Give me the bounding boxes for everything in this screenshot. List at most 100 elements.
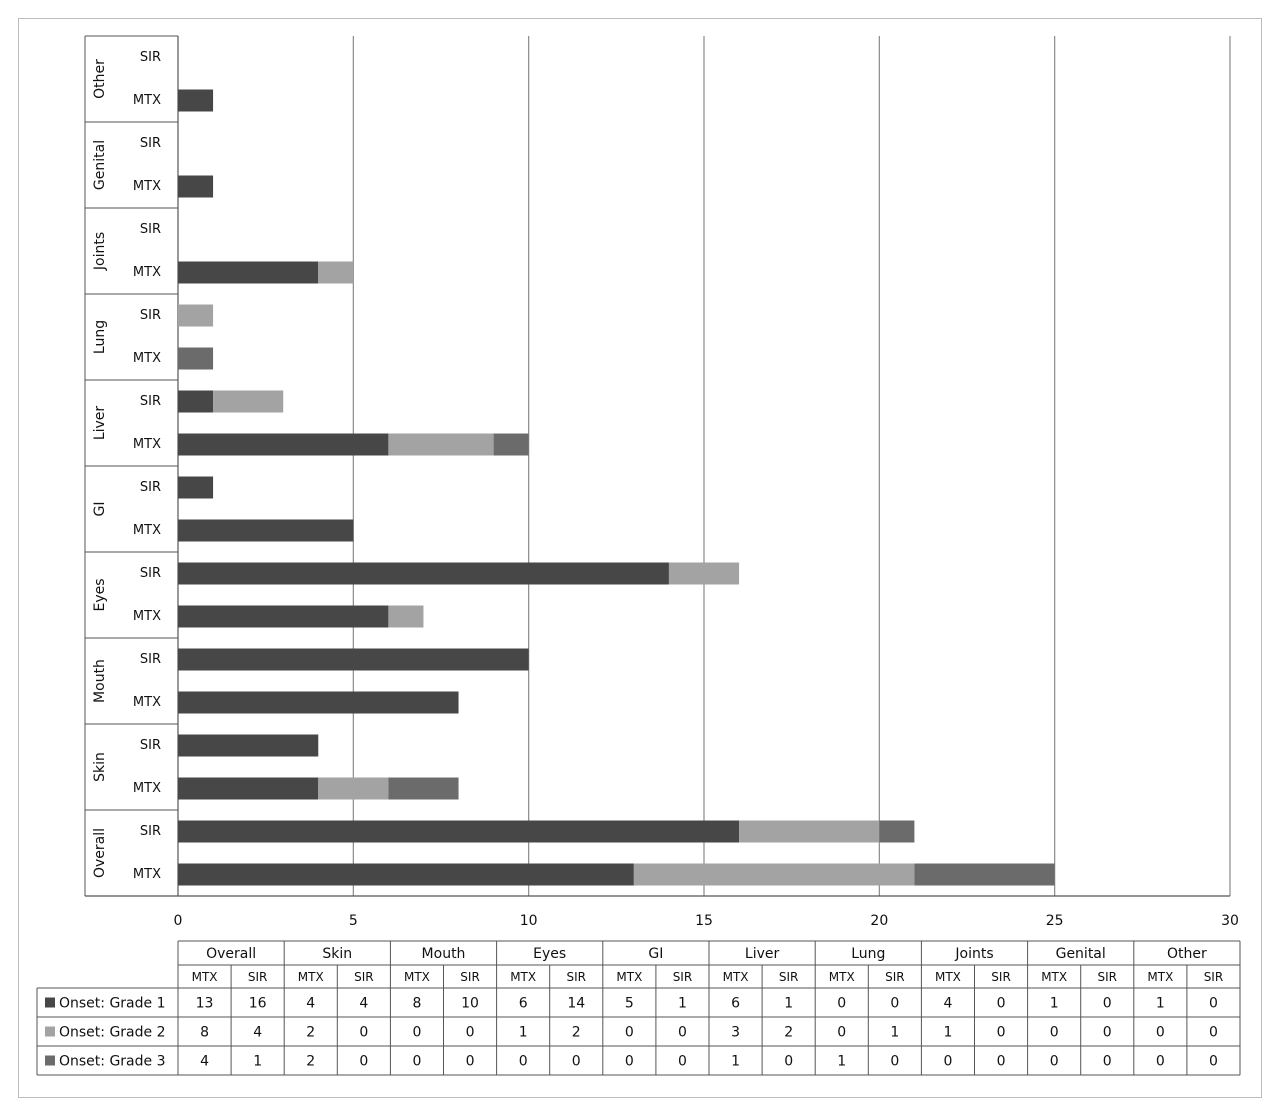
x-tick-label: 0 [174, 913, 183, 929]
bar-segment [178, 476, 214, 499]
group-label: Liver [92, 406, 108, 441]
table-cell-value: 4 [359, 996, 368, 1012]
table-subcategory-header: SIR [1098, 970, 1118, 984]
table-cell-value: 8 [412, 996, 421, 1012]
table-cell-value: 0 [519, 1054, 528, 1070]
bar-segment [178, 390, 214, 413]
bar-segment [178, 605, 389, 628]
table-cell-value: 0 [412, 1025, 421, 1041]
table-subcategory-header: SIR [567, 970, 587, 984]
table-cell-value: 0 [466, 1054, 475, 1070]
x-tick-label: 10 [520, 913, 538, 929]
subcategory-label: SIR [140, 652, 161, 667]
legend-label: Onset: Grade 3 [59, 1054, 166, 1070]
table-cell-value: 14 [567, 996, 585, 1012]
subcategory-label: SIR [140, 480, 161, 495]
bar-segment [879, 820, 915, 843]
table-cell-value: 0 [1103, 996, 1112, 1012]
table-cell-value: 0 [784, 1054, 793, 1070]
bar-segment [178, 89, 214, 112]
table-subcategory-header: SIR [354, 970, 374, 984]
bar-segment [178, 734, 319, 757]
table-cell-value: 0 [625, 1025, 634, 1041]
bar-segment [633, 863, 915, 886]
bar-segment [178, 175, 214, 198]
bar-segment [388, 777, 459, 800]
table-subcategory-header: MTX [935, 970, 961, 984]
subcategory-label: MTX [133, 523, 161, 538]
table-cell-value: 0 [890, 1054, 899, 1070]
bar-segment [668, 562, 740, 585]
table-subcategory-header: SIR [779, 970, 799, 984]
table-cell-value: 0 [1050, 1054, 1059, 1070]
bar-segment [178, 820, 740, 843]
table-cell-value: 1 [1156, 996, 1165, 1012]
x-tick-label: 5 [349, 913, 358, 929]
table-cell-value: 4 [943, 996, 952, 1012]
table-group-header: Skin [322, 946, 352, 962]
group-label: Skin [92, 752, 108, 782]
table-group-header: Overall [206, 946, 256, 962]
subcategory-label: SIR [140, 50, 161, 65]
table-cell-value: 1 [943, 1025, 952, 1041]
bar-segment [388, 433, 494, 456]
table-cell-value: 1 [1050, 996, 1059, 1012]
group-label: Joints [92, 232, 108, 271]
table-subcategory-header: MTX [404, 970, 430, 984]
bar-segment [178, 261, 319, 284]
table-cell-value: 1 [731, 1054, 740, 1070]
subcategory-label: SIR [140, 308, 161, 323]
table-cell-value: 4 [253, 1025, 262, 1041]
table-subcategory-header: SIR [460, 970, 480, 984]
table-subcategory-header: MTX [616, 970, 642, 984]
subcategory-label: SIR [140, 394, 161, 409]
table-cell-value: 8 [200, 1025, 209, 1041]
table-cell-value: 2 [572, 1025, 581, 1041]
table-cell-value: 0 [359, 1054, 368, 1070]
table-cell-value: 0 [997, 1025, 1006, 1041]
table-cell-value: 0 [1156, 1025, 1165, 1041]
table-cell-value: 2 [306, 1054, 315, 1070]
table-cell-value: 0 [837, 1025, 846, 1041]
bar-segment [178, 777, 319, 800]
bar-segment [178, 347, 214, 370]
table-cell-value: 0 [678, 1025, 687, 1041]
bar-segment [318, 261, 354, 284]
table-subcategory-header: MTX [1041, 970, 1067, 984]
group-label: Other [92, 59, 108, 99]
bar-segment [213, 390, 284, 413]
table-group-header: Genital [1056, 946, 1106, 962]
subcategory-label: MTX [133, 437, 161, 452]
table-group-header: Lung [851, 946, 885, 962]
subcategory-label: MTX [133, 609, 161, 624]
bar-segment [178, 562, 669, 585]
legend-key [45, 1026, 55, 1037]
legend-key [45, 1055, 55, 1066]
bar-segment [178, 648, 529, 671]
table-group-header: Eyes [533, 946, 566, 962]
bar-segment [739, 820, 880, 843]
group-label: Overall [92, 828, 108, 878]
table-subcategory-header: MTX [192, 970, 218, 984]
legend-label: Onset: Grade 1 [59, 996, 166, 1012]
table-cell-value: 1 [253, 1054, 262, 1070]
table-cell-value: 1 [678, 996, 687, 1012]
table-cell-value: 10 [461, 996, 479, 1012]
x-tick-label: 30 [1221, 913, 1239, 929]
subcategory-label: SIR [140, 136, 161, 151]
table-cell-value: 16 [249, 996, 267, 1012]
subcategory-label: MTX [133, 265, 161, 280]
bar-segment [493, 433, 529, 456]
subcategory-label: MTX [133, 695, 161, 710]
table-cell-value: 0 [1209, 1054, 1218, 1070]
table-cell-value: 4 [306, 996, 315, 1012]
table-cell-value: 0 [997, 1054, 1006, 1070]
table-subcategory-header: MTX [1147, 970, 1173, 984]
table-group-header: Mouth [422, 946, 466, 962]
table-cell-value: 0 [1209, 996, 1218, 1012]
table-cell-value: 1 [519, 1025, 528, 1041]
table-cell-value: 0 [1103, 1025, 1112, 1041]
table-cell-value: 2 [306, 1025, 315, 1041]
table-cell-value: 0 [1103, 1054, 1112, 1070]
